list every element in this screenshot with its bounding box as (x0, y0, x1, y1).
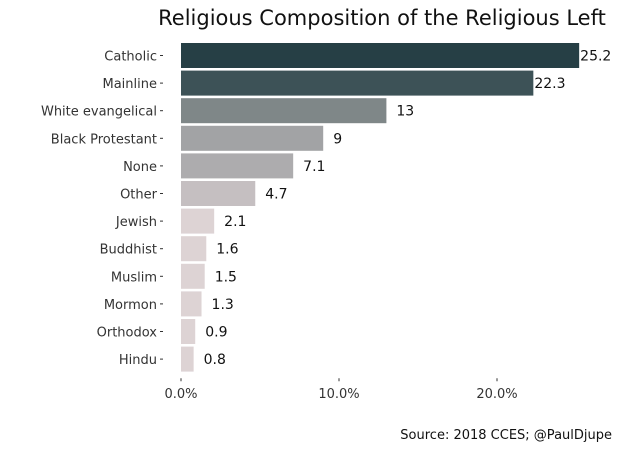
data-label: 1.6 (216, 242, 238, 258)
x-tick-label: 20.0% (476, 387, 517, 402)
chart-caption: Source: 2018 CCES; @PaulDjupe (400, 428, 612, 443)
bar-mormon (181, 291, 202, 317)
bar-buddhist (181, 236, 207, 262)
chart-title: Religious Composition of the Religious L… (158, 6, 606, 30)
bar-other (181, 181, 256, 206)
x-tick-label: 10.0% (318, 387, 359, 402)
data-label: 1.3 (212, 297, 234, 313)
bar-jewish (181, 208, 215, 234)
y-tick-label: Catholic (104, 50, 157, 65)
data-label: 22.3 (534, 76, 565, 92)
y-tick-label: Buddhist (100, 243, 157, 258)
y-tick-label: Orthodox (97, 326, 158, 341)
bar-catholic (181, 43, 580, 68)
y-tick-label: Other (120, 188, 158, 203)
bar-white-evangelical (181, 98, 387, 124)
data-label: 0.9 (205, 325, 227, 341)
bar-muslim (181, 263, 205, 289)
bar-hindu (181, 346, 194, 372)
x-tick-label: 0.0% (164, 387, 197, 402)
data-label: 25.2 (580, 49, 611, 65)
y-tick-label: Mainline (103, 77, 158, 92)
bar-black-protestant (181, 125, 324, 151)
data-label: 4.7 (265, 187, 287, 203)
y-tick-label: Hindu (119, 353, 157, 368)
bar-mainline (181, 70, 534, 96)
y-tick-label: Jewish (115, 215, 157, 230)
bar-none (181, 153, 294, 179)
data-label: 2.1 (224, 214, 246, 230)
y-tick-label: None (123, 160, 157, 175)
bar-orthodox (181, 319, 196, 344)
data-label: 7.1 (303, 159, 325, 175)
y-tick-label: White evangelical (41, 105, 157, 120)
data-label: 0.8 (204, 352, 226, 368)
y-tick-label: Mormon (104, 298, 157, 313)
y-tick-label: Black Protestant (51, 132, 157, 147)
data-label: 13 (396, 104, 414, 120)
data-label: 9 (333, 131, 342, 147)
data-label: 1.5 (215, 269, 237, 285)
y-tick-label: Muslim (111, 270, 157, 285)
